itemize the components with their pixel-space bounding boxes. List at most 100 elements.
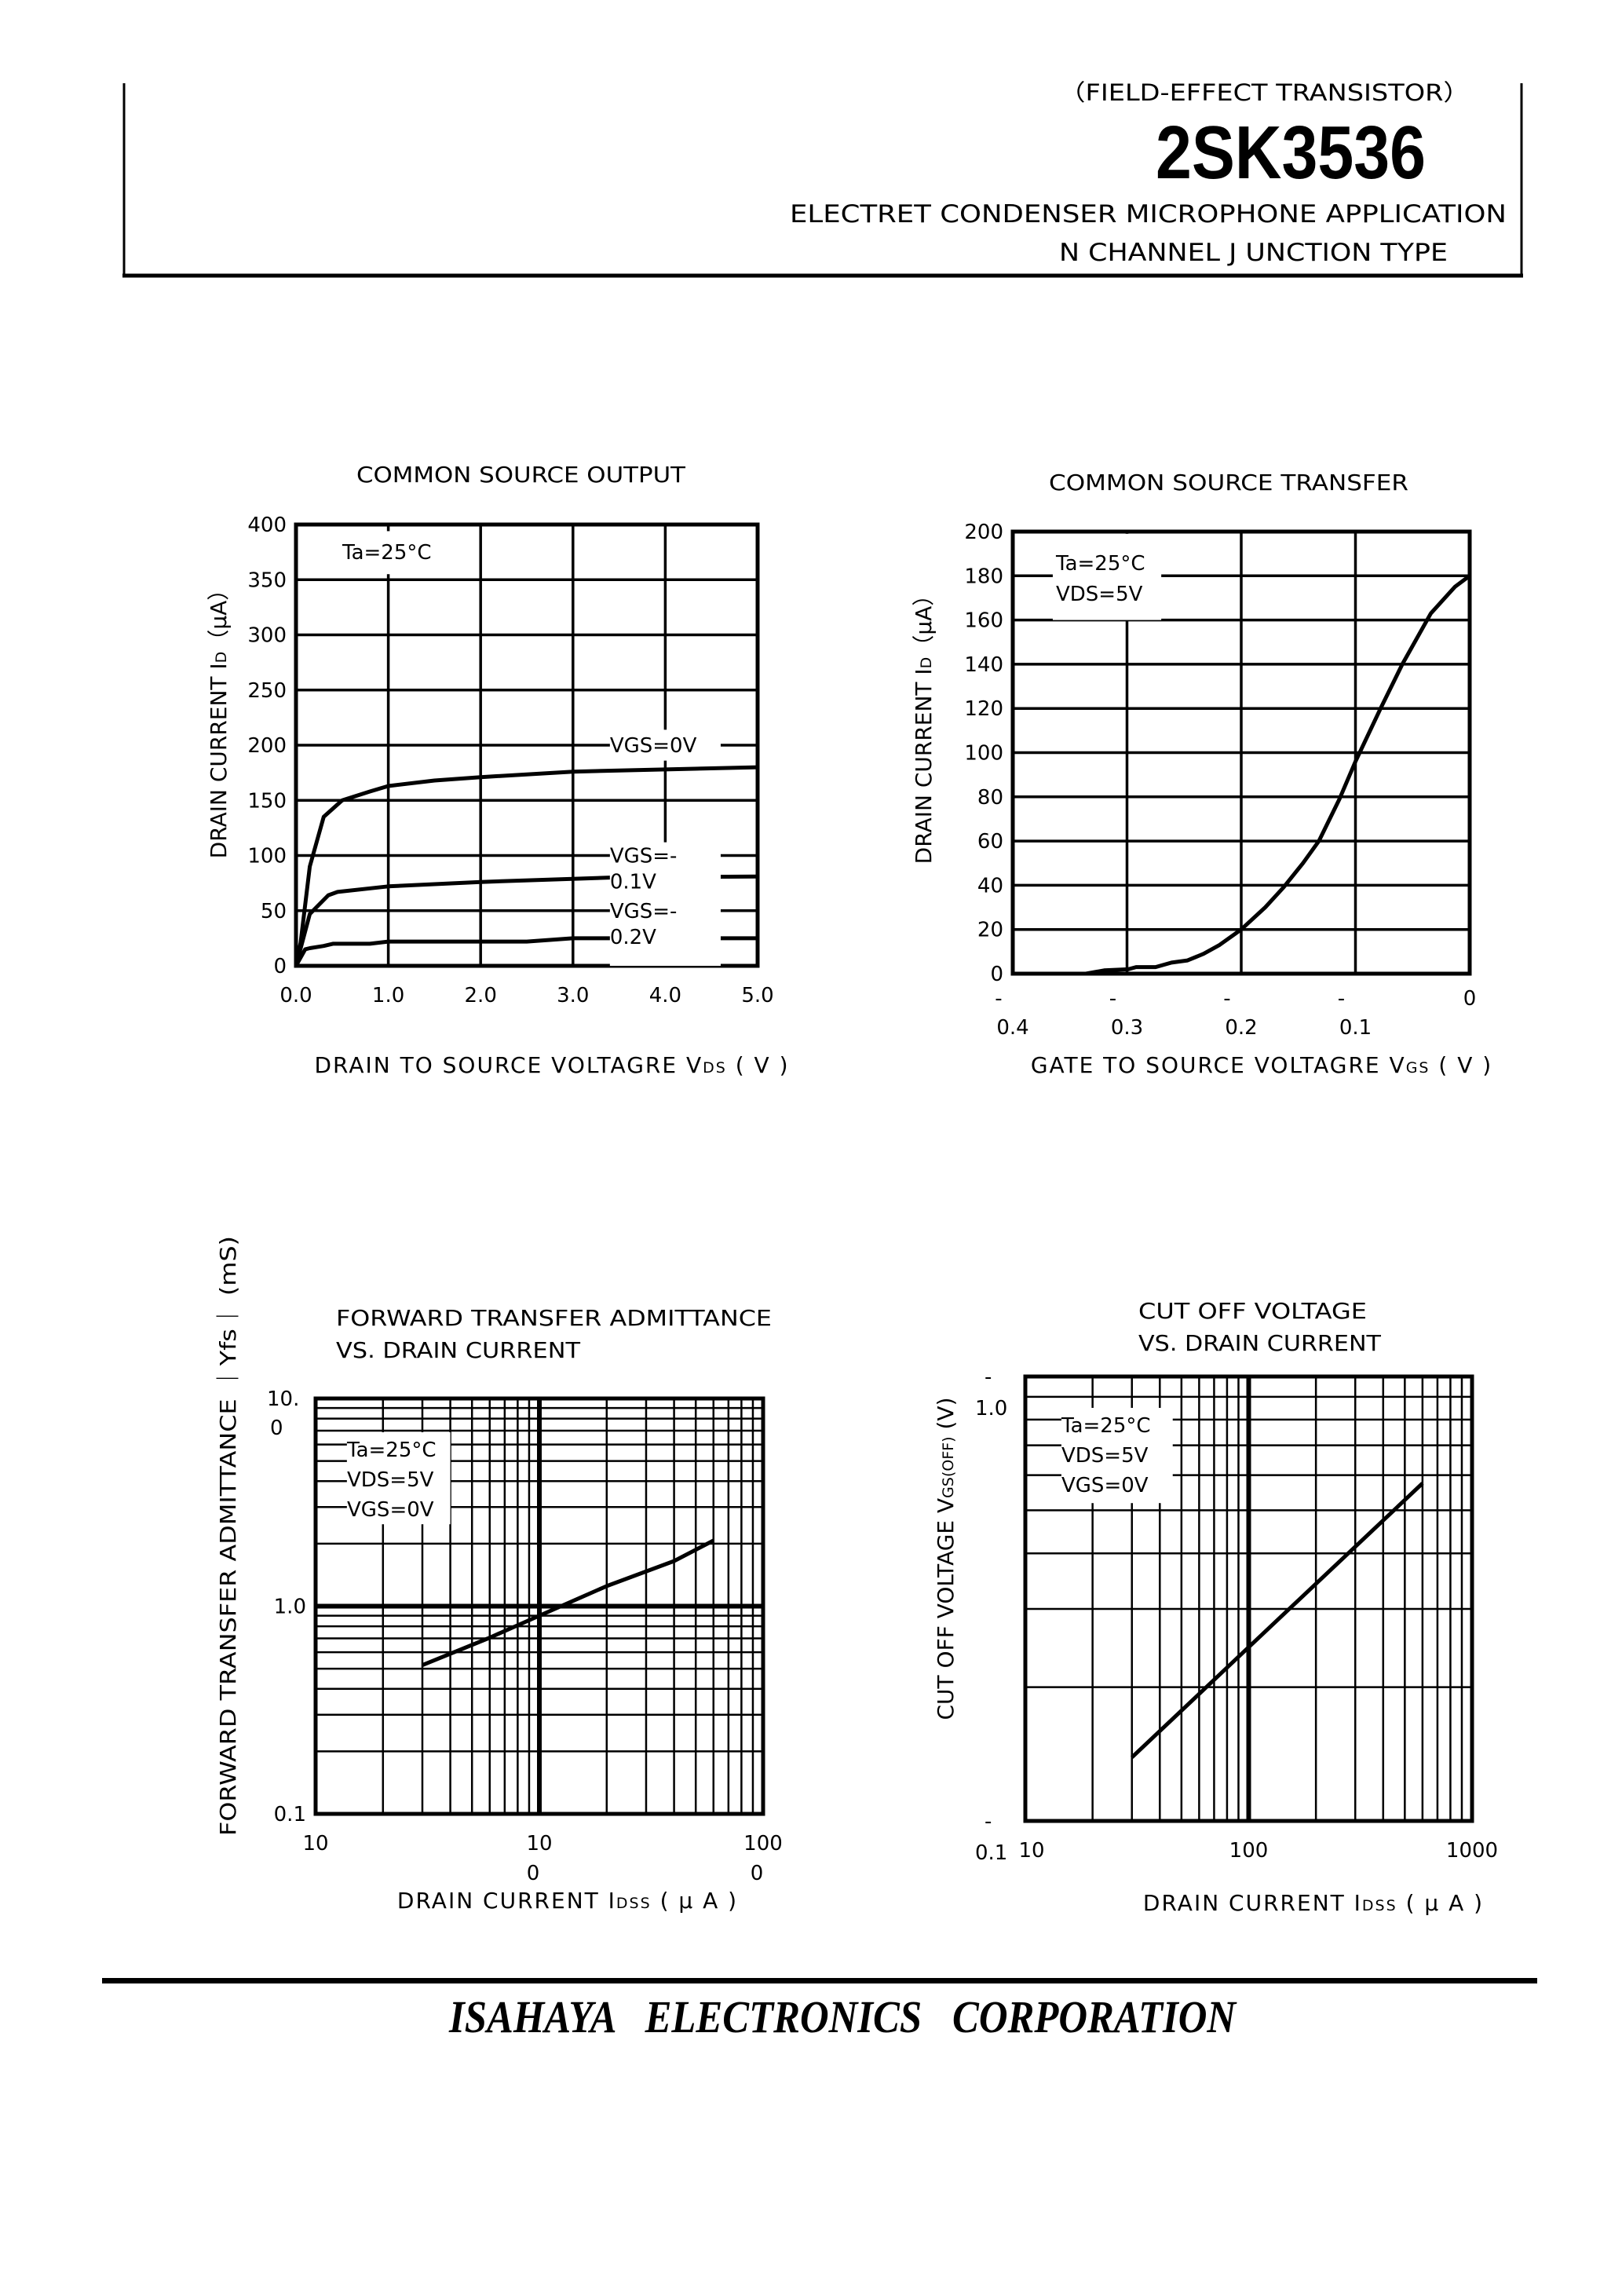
y-tick-label: 80 [977, 786, 1003, 810]
x-axis-label-sub: GS [1406, 1059, 1430, 1077]
y-tick-label: 350 [247, 569, 287, 592]
y-tick-label: 50 [261, 900, 287, 923]
x-axis-label-unit: ( μ A ) [652, 1888, 738, 1914]
y-tick-label: 60 [977, 830, 1003, 854]
chart-title-line-1: FORWARD TRANSFER ADMITTANCE [336, 1305, 772, 1331]
y-axis-label-main: CUT OFF VOLTAGE V [933, 1498, 959, 1720]
x-tick-label-cont: 0.4 [996, 1016, 1028, 1040]
series-label-cont: 0.1V [610, 871, 656, 894]
condition-annotation: VDS=5V [347, 1468, 434, 1492]
y-tick-label: 0 [273, 955, 287, 978]
part-number: 2SK3536 [1156, 111, 1426, 195]
plot-frame [1010, 529, 1472, 976]
y-axis-label-main: DRAIN CURRENT I [911, 668, 937, 864]
y-tick-label: 250 [247, 679, 287, 703]
series-label-cont: 0.2V [610, 926, 656, 949]
condition-annotation: VGS=0V [1061, 1474, 1149, 1497]
x-axis-label: GATE TO SOURCE VOLTAGRE VGS ( V ) [1031, 1052, 1492, 1078]
chart-title: COMMON SOURCE OUTPUT [356, 462, 686, 488]
y-axis-label-unit: （μA） [206, 579, 232, 652]
series-line-1 [294, 874, 758, 967]
x-axis-label-main: GATE TO SOURCE VOLTAGRE V [1031, 1052, 1406, 1078]
plot-frame [313, 1396, 765, 1816]
series-line-2 [294, 936, 758, 967]
label-background [609, 729, 721, 761]
y-tick-label-cont: 1.0 [975, 1397, 1007, 1420]
plot-frame [1023, 1374, 1474, 1823]
y-tick-label: 100 [964, 742, 1003, 766]
y-axis-label: CUT OFF VOLTAGE VGS(OFF) (V) [933, 1397, 959, 1720]
series-line-0 [1130, 1482, 1424, 1759]
grid [1013, 532, 1470, 974]
x-tick-label: 10 [1018, 1839, 1044, 1863]
y-tick-label: 180 [964, 565, 1003, 588]
series-label: VGS=- [610, 900, 678, 923]
x-axis-label-sub: DS [703, 1059, 727, 1077]
x-axis-label-unit: ( V ) [727, 1052, 790, 1078]
x-tick-label: 0 [1463, 987, 1477, 1011]
y-tick-label: - [985, 1810, 992, 1834]
chart-forward-transfer-admittance: FORWARD TRANSFER ADMITTANCE VS. DRAIN CU… [215, 1236, 783, 1914]
x-tick-label: 100 [743, 1832, 783, 1855]
x-axis-label-unit: ( V ) [1430, 1052, 1492, 1078]
y-axis-label-sub: GS(OFF) [940, 1436, 957, 1497]
chart-common-source-transfer: COMMON SOURCE TRANSFER DRAIN CURRENT ID（… [911, 470, 1492, 1078]
x-tick-label-cont: 0.3 [1111, 1016, 1143, 1040]
y-tick-label: 160 [964, 609, 1003, 633]
y-tick-label: 300 [247, 624, 287, 648]
series-label: VGS=- [610, 845, 678, 868]
y-tick-label: 0.1 [274, 1803, 306, 1826]
x-tick-label: - [1223, 987, 1230, 1011]
x-axis-label: DRAIN TO SOURCE VOLTAGRE VDS ( V ) [314, 1052, 789, 1078]
y-axis-label-unit: (V) [933, 1397, 959, 1436]
junction-type-line: N CHANNEL J UNCTION TYPE [1059, 239, 1448, 267]
y-tick-label: 1.0 [274, 1596, 306, 1619]
chart-title-line-2: VS. DRAIN CURRENT [1138, 1330, 1382, 1356]
x-axis-label-sub: DSS [1362, 1897, 1397, 1914]
label-background [337, 531, 435, 575]
x-tick-label: 4.0 [649, 984, 681, 1007]
condition-annotation: Ta=25°C [342, 541, 432, 565]
y-tick-label: 0 [990, 963, 1003, 986]
x-tick-label: 0.0 [279, 984, 312, 1007]
y-axis-label: FORWARD TRANSFER ADMITTANCE ｜Yfs｜ (mS) [215, 1236, 241, 1836]
y-tick-label-cont: 0 [270, 1417, 283, 1440]
label-background [346, 1431, 451, 1525]
y-tick-label: 120 [964, 697, 1003, 721]
y-axis-label: DRAIN CURRENT ID（μA） [206, 579, 232, 859]
grid [316, 1398, 763, 1814]
condition-annotation: Ta=25°C [346, 1439, 437, 1462]
chart-cut-off-voltage: CUT OFF VOLTAGE VS. DRAIN CURRENT CUT OF… [933, 1298, 1498, 1916]
y-tick-label: - [985, 1366, 992, 1389]
y-axis-label-main: DRAIN CURRENT I [206, 663, 232, 858]
x-axis-label: DRAIN CURRENT IDSS ( μ A ) [1143, 1890, 1484, 1916]
x-tick-label-cont: 0.2 [1225, 1016, 1257, 1040]
chart-title: COMMON SOURCE TRANSFER [1049, 470, 1408, 495]
y-tick-label: 200 [247, 734, 287, 758]
y-tick-label: 10. [267, 1387, 299, 1411]
condition-annotation: Ta=25°C [1055, 552, 1145, 576]
chart-title-line-1: CUT OFF VOLTAGE [1138, 1298, 1367, 1324]
company-name: ISAHAYA ELECTRONICS CORPORATION [448, 1991, 1237, 2042]
x-tick-label: 3.0 [557, 984, 589, 1007]
x-tick-label-cont: 0.1 [1339, 1016, 1372, 1040]
chart-common-source-output: COMMON SOURCE OUTPUT DRAIN CURRENT ID（μA… [206, 462, 789, 1078]
x-tick-label: 1000 [1446, 1839, 1498, 1863]
application-line: ELECTRET CONDENSER MICROPHONE APPLICATIO… [790, 200, 1507, 229]
x-tick-label: 10 [526, 1832, 552, 1855]
condition-annotation: Ta=25°C [1061, 1414, 1151, 1438]
x-tick-label-cont: 0 [527, 1862, 540, 1885]
y-axis-label-sub: D [213, 652, 230, 664]
y-tick-label: 20 [977, 919, 1003, 942]
y-tick-label: 100 [247, 845, 287, 868]
x-tick-label: 2.0 [465, 984, 497, 1007]
label-background [609, 842, 721, 966]
x-axis-label-unit: ( μ A ) [1397, 1890, 1484, 1916]
y-tick-label-cont: 0.1 [975, 1841, 1007, 1865]
y-tick-label: 400 [247, 514, 287, 537]
x-axis-label-sub: DSS [616, 1895, 652, 1912]
y-axis-label: DRAIN CURRENT ID（μA） [911, 584, 937, 865]
y-axis-label-unit: （μA） [911, 584, 937, 657]
x-tick-label: 10 [302, 1832, 328, 1855]
